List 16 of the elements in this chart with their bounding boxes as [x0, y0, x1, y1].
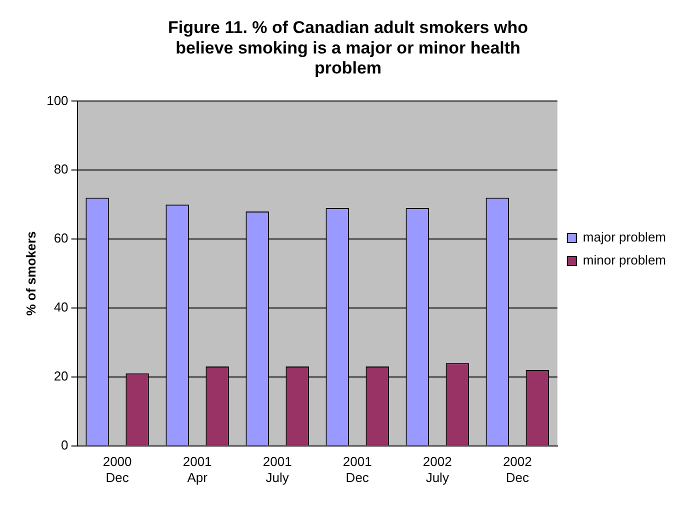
y-tick-label: 60 [54, 230, 68, 246]
x-tick-label: 2001 Apr [182, 454, 212, 485]
y-tick-label: 40 [54, 300, 68, 315]
x-tick-label: 2002 July [422, 454, 452, 485]
legend-label: major problem [582, 230, 666, 245]
y-tick-label: 100 [46, 92, 68, 108]
y-tick-label: 80 [54, 162, 68, 177]
y-tick-label: 0 [61, 437, 68, 452]
x-tick-label: 2000 Dec [102, 454, 132, 485]
y-axis-title: % of smokers [23, 231, 38, 316]
x-tick-label: 2002 Dec [502, 454, 532, 485]
legend-label: minor problem [582, 252, 666, 268]
y-tick-label: 20 [54, 368, 68, 384]
chart-title: Figure 11. % of Canadian adult smokers who believe smoking is a major or minor health problem [168, 18, 528, 78]
x-tick-label: 2001 July [262, 454, 292, 485]
x-tick-label: 2001 Dec [342, 454, 372, 485]
